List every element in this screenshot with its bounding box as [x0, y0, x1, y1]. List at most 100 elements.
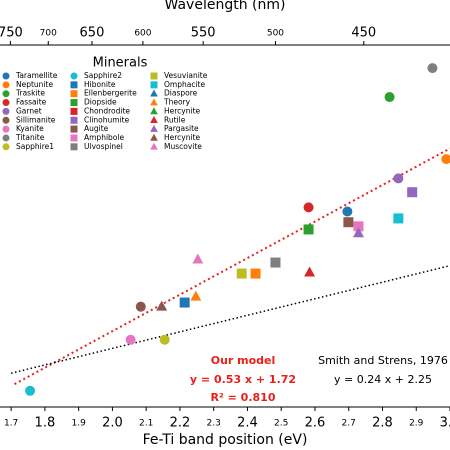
- legend-marker: [2, 99, 10, 107]
- point: [384, 92, 395, 103]
- legend-marker: [150, 124, 158, 132]
- legend-marker: [2, 90, 10, 98]
- legend-label: Sapphire2: [84, 71, 122, 80]
- fit-title: Smith and Strens, 1976: [318, 354, 448, 367]
- legend-label: Pargasite: [164, 124, 199, 133]
- point: [250, 268, 261, 279]
- legend-marker: [2, 81, 10, 89]
- legend-label: Diaspore: [164, 89, 198, 98]
- x-tick-label: 2.0: [102, 416, 123, 431]
- legend-label: Ulvospinel: [84, 142, 123, 151]
- point: [236, 268, 247, 279]
- point: [190, 290, 202, 301]
- fit-line: [14, 147, 450, 386]
- x2-tick-label: 700: [40, 29, 57, 39]
- legend-label: Garnet: [16, 106, 42, 115]
- x-tick-label: 2.9: [409, 419, 424, 429]
- x2-tick-label: 450: [351, 26, 376, 41]
- legend-marker: [150, 89, 158, 97]
- legend-label: Sapphire1: [16, 142, 54, 151]
- point: [353, 227, 365, 238]
- legend-label: Diopside: [84, 98, 117, 107]
- x2-tick-label: 500: [267, 29, 284, 39]
- legend-label: Amphibole: [84, 133, 124, 142]
- legend-label: Hercynite: [164, 106, 201, 115]
- x-tick-label: 1.8: [35, 416, 56, 431]
- point: [270, 257, 281, 268]
- point: [343, 217, 354, 228]
- legend-label: Neptunite: [16, 80, 53, 89]
- point: [441, 154, 450, 165]
- legend-label: Vesuvianite: [164, 71, 208, 80]
- x-tick-label: 2.2: [170, 416, 191, 431]
- legend-marker: [70, 107, 78, 115]
- point: [192, 253, 204, 264]
- x-tick-label: 2.1: [139, 419, 153, 429]
- x2-tick-label: 550: [191, 26, 216, 41]
- point: [304, 266, 316, 277]
- legend-label: Augite: [84, 124, 109, 133]
- legend-marker: [150, 81, 158, 89]
- legend-marker: [70, 72, 78, 80]
- legend-marker: [150, 116, 158, 124]
- legend-marker: [150, 72, 158, 80]
- x-axis-label: Fe-Ti band position (eV): [143, 432, 308, 448]
- legend-marker: [150, 142, 158, 150]
- point: [179, 297, 190, 308]
- legend-marker: [70, 90, 78, 98]
- legend-marker: [2, 143, 10, 151]
- point: [393, 213, 404, 224]
- legend-label: Ellenbergerite: [84, 89, 137, 98]
- legend-marker: [70, 143, 78, 151]
- legend-marker: [70, 134, 78, 142]
- point: [135, 301, 146, 312]
- legend-marker: [2, 125, 10, 133]
- x-tick-label: 2.6: [305, 416, 326, 431]
- fit-equation: y = 0.53 x + 1.72: [190, 373, 296, 386]
- legend-label: Fassaite: [16, 98, 47, 107]
- point: [427, 63, 438, 74]
- fit-r2: R² = 0.810: [211, 391, 276, 404]
- x2-axis-label: Wavelength (nm): [165, 0, 286, 13]
- x-tick-label: 3.0: [440, 416, 450, 431]
- legend-label: Muscovite: [164, 142, 202, 151]
- legend-label: Traskite: [15, 89, 45, 98]
- legend-label: Theory: [163, 98, 191, 107]
- legend-marker: [70, 125, 78, 133]
- x-tick-label: 2.3: [207, 419, 221, 429]
- legend-label: Chondrodite: [84, 106, 130, 115]
- legend-label: Clinohumite: [84, 115, 130, 124]
- legend-marker: [2, 116, 10, 124]
- x2-tick-label: 750: [0, 26, 23, 41]
- point: [353, 221, 364, 232]
- fit-equation: y = 0.24 x + 2.25: [334, 373, 432, 386]
- point: [342, 206, 353, 217]
- point: [303, 224, 314, 235]
- legend-label: Titanite: [15, 133, 45, 142]
- x2-tick-label: 650: [80, 26, 105, 41]
- x-tick-label: 2.5: [274, 419, 288, 429]
- legend-marker: [2, 134, 10, 142]
- x-tick-label: 2.7: [342, 419, 356, 429]
- legend-marker: [2, 107, 10, 115]
- x2-tick-label: 600: [134, 29, 151, 39]
- legend-marker: [150, 107, 158, 115]
- x-tick-label: 1.9: [71, 419, 86, 429]
- point: [156, 300, 168, 311]
- legend-label: Omphacite: [164, 80, 205, 89]
- legend-label: Kyanite: [16, 124, 44, 133]
- legend-label: Sillimanite: [16, 115, 56, 124]
- point: [393, 173, 404, 184]
- x-tick-label: 2.8: [372, 416, 393, 431]
- legend-label: Rutile: [164, 115, 186, 124]
- legend-label: Hibonite: [84, 80, 116, 89]
- point: [125, 334, 136, 345]
- legend-title: Minerals: [93, 56, 148, 71]
- legend-label: Hercynite: [164, 133, 201, 142]
- legend-marker: [150, 133, 158, 141]
- legend-label: Taramellite: [15, 71, 58, 80]
- point: [159, 334, 170, 345]
- x-tick-label: 2.4: [237, 416, 258, 431]
- legend-marker: [70, 116, 78, 124]
